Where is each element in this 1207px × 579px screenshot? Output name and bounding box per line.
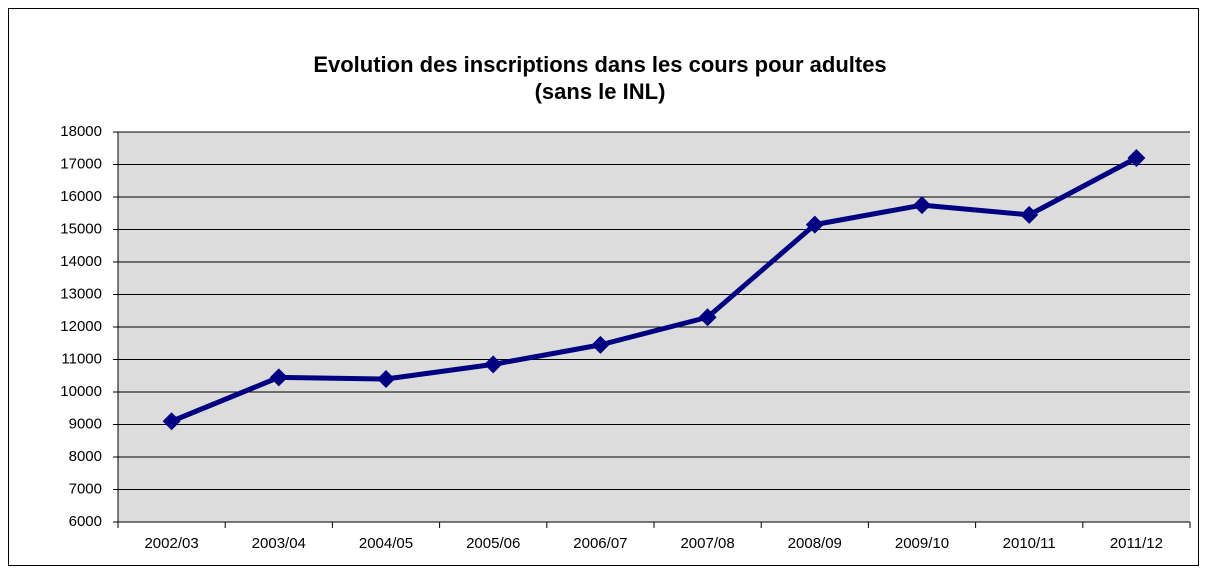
- data-point: [1127, 149, 1146, 167]
- chart-subtitle: (sans le INL): [535, 79, 666, 104]
- data-point: [484, 355, 503, 374]
- x-tick-label: 2009/10: [895, 535, 949, 552]
- y-tick-label: 16000: [60, 188, 102, 205]
- x-tick-label: 2003/04: [252, 535, 306, 552]
- data-point: [698, 308, 717, 327]
- x-tick-label: 2008/09: [788, 535, 842, 552]
- y-tick-label: 18000: [60, 123, 102, 140]
- data-point: [269, 368, 288, 387]
- chart-title: Evolution des inscriptions dans les cour…: [313, 52, 886, 77]
- x-tick-label: 2007/08: [680, 535, 734, 552]
- x-tick-label: 2006/07: [573, 535, 627, 552]
- data-point: [591, 335, 610, 354]
- y-tick-label: 7000: [69, 480, 102, 497]
- x-tick-label: 2010/11: [1003, 535, 1056, 552]
- data-point: [913, 196, 931, 215]
- x-tick-label: 2011/12: [1110, 535, 1163, 552]
- y-tick-label: 17000: [60, 155, 102, 172]
- data-point: [377, 370, 395, 388]
- y-tick-label: 12000: [60, 318, 102, 335]
- y-tick-label: 14000: [60, 253, 102, 270]
- y-tick-label: 11000: [61, 350, 102, 367]
- data-point: [162, 412, 181, 431]
- y-tick-label: 15000: [60, 220, 102, 237]
- data-point: [1020, 205, 1039, 224]
- x-tick-label: 2005/06: [466, 535, 520, 552]
- x-tick-label: 2002/03: [144, 535, 198, 552]
- y-tick-label: 13000: [60, 285, 102, 302]
- data-line: [170, 155, 1138, 424]
- y-tick-label: 9000: [69, 415, 102, 432]
- y-tick-label: 6000: [69, 513, 102, 530]
- y-tick-label: 10000: [60, 383, 102, 400]
- x-tick-label: 2004/05: [359, 535, 413, 552]
- y-tick-label: 8000: [69, 448, 102, 465]
- data-point: [805, 215, 824, 234]
